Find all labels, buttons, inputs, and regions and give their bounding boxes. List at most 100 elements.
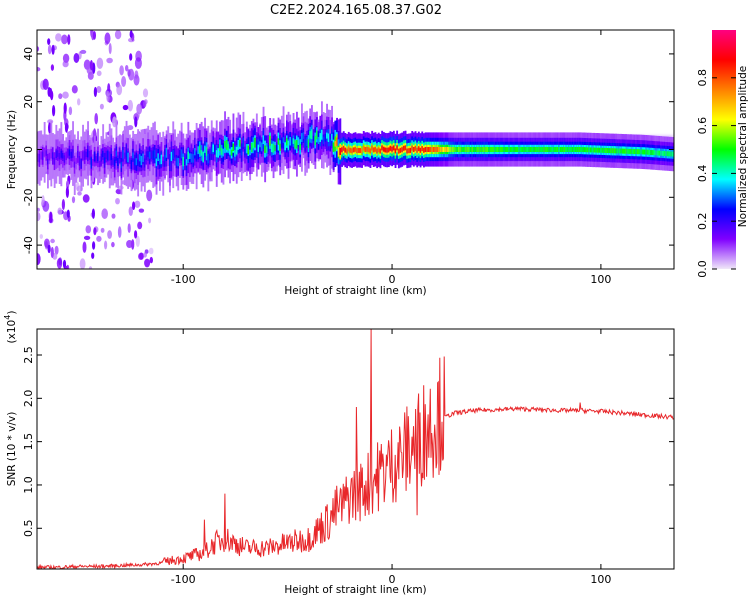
spectrogram-noise-blob	[58, 93, 63, 100]
spectrogram-cell	[387, 147, 390, 153]
spectrogram-noise-blob	[104, 32, 111, 45]
spectrogram-cell	[275, 145, 278, 152]
spectrogram-noise-blob	[93, 227, 97, 236]
spectrogram-cell	[611, 148, 614, 154]
spectrogram-cell	[486, 147, 489, 152]
spectrogram-cell	[606, 148, 609, 153]
spectrogram-cell	[60, 150, 63, 158]
spectrogram-cell	[169, 159, 171, 166]
spectrogram-noise-blob	[50, 64, 55, 71]
spectrogram-cell	[653, 150, 656, 156]
spectrogram-cell	[324, 133, 327, 142]
spectrogram-cell	[402, 145, 405, 151]
spectrogram-cell	[414, 145, 417, 151]
spectrogram-cell	[630, 148, 632, 154]
spectrogram-cell	[280, 138, 283, 148]
spectrogram-cell	[53, 157, 56, 165]
snr-x-ticks: -100 0 100	[171, 329, 611, 586]
spectrogram-cell	[329, 139, 332, 146]
spectrogram-cell	[327, 133, 330, 142]
spectrogram-cell	[464, 147, 467, 152]
spectrogram-cell	[286, 137, 288, 146]
spectrogram-cell	[578, 147, 581, 152]
spectrogram-cell	[461, 147, 464, 152]
spectrogram-cell	[204, 145, 206, 153]
spectrogram-cell	[549, 147, 552, 152]
spectrogram-cell	[371, 145, 374, 151]
x-tick-label: -100	[171, 273, 196, 286]
spectrogram-cell	[299, 144, 302, 150]
spectrogram-cell	[245, 144, 248, 154]
spectrogram-cell	[73, 161, 76, 168]
spectrogram-cell	[456, 147, 459, 152]
spectrogram-cell	[601, 147, 604, 153]
spectrogram-cell	[449, 147, 452, 152]
spectrogram-cell	[312, 135, 315, 142]
spectrogram-cell	[623, 148, 626, 154]
spectrogram-cell	[376, 148, 379, 154]
spectrogram-cell	[524, 147, 527, 152]
spectrogram-cell	[446, 147, 449, 152]
spectrogram-cell	[192, 154, 195, 163]
spectrogram-cell	[443, 147, 445, 152]
y-tick-label: 20	[22, 95, 35, 109]
spectrogram-cell	[372, 147, 375, 153]
spectrogram-noise-blob	[64, 122, 69, 133]
y-tick-label: 0.5	[22, 520, 35, 538]
spectrogram-cell	[147, 151, 150, 158]
spectrogram-cell	[321, 129, 323, 140]
spectrogram-noise-blob	[92, 31, 96, 40]
spectrogram-noise-blob	[44, 240, 49, 250]
spectrogram-y-ticks: -40 -20 0 20 40	[22, 47, 674, 254]
spectrogram-cell	[346, 148, 348, 154]
spectrogram-noise-blob	[47, 44, 52, 55]
spectrogram-cell	[633, 149, 636, 155]
spectrogram-cell	[473, 147, 475, 152]
spectrogram-noise-blob	[47, 38, 51, 45]
spectrogram-cell	[207, 153, 210, 164]
spectrogram-cell	[262, 135, 265, 145]
snr-x-label: Height of straight line (km)	[284, 584, 426, 596]
spectrogram-cell	[361, 148, 363, 154]
spectrogram-noise-blob	[94, 113, 98, 125]
spectrogram-cell	[311, 129, 313, 140]
spectrogram-x-label: Height of straight line (km)	[284, 285, 426, 297]
spectrogram-cell	[155, 158, 158, 167]
spectrogram-cell	[391, 146, 394, 152]
spectrogram-cell	[301, 133, 303, 142]
spectrogram-cell	[212, 144, 215, 153]
spectrogram-cell	[536, 147, 539, 152]
spectrogram-cell	[160, 154, 163, 165]
spectrogram-cell	[83, 150, 86, 160]
spectrogram-cell	[150, 150, 153, 160]
spectrogram-cell	[640, 149, 643, 155]
y-tick-label: 2.5	[22, 346, 35, 364]
spectrogram-noise-blob	[37, 253, 41, 265]
spectrogram-cell	[199, 145, 201, 154]
spectrogram-cell	[528, 147, 531, 152]
spectrogram-cell	[37, 153, 39, 162]
spectrogram-noise-blob	[106, 57, 113, 64]
spectrogram-noise-blob	[37, 46, 40, 52]
spectrogram-cell	[468, 147, 470, 152]
spectrogram-cell	[230, 149, 233, 156]
spectrogram-noise-blob	[51, 44, 55, 55]
spectrogram-noise-blob	[135, 235, 140, 247]
spectrogram-cell	[227, 144, 230, 151]
spectrogram-cell	[52, 152, 54, 160]
spectrogram-cell	[110, 153, 113, 160]
spectrogram-noise-blob	[61, 199, 65, 210]
spectrogram-cell	[620, 148, 622, 154]
spectrogram-cell	[538, 147, 541, 152]
x-tick-label: 0	[389, 573, 396, 586]
snr-panel: -100 0 100 0.5 1.0 1.5 2.0 2.5 Height of strai…	[3, 311, 675, 596]
spectrogram-cell	[98, 160, 101, 167]
spectrogram-noise-blob	[77, 98, 81, 106]
spectrogram-cell	[404, 145, 407, 151]
spectrogram-noise-blob	[129, 53, 133, 61]
spectrogram-cell	[523, 147, 526, 152]
spectrogram-cell	[234, 150, 237, 157]
spectrogram-cell	[636, 149, 639, 155]
spectrogram-noise-blob	[149, 256, 153, 264]
